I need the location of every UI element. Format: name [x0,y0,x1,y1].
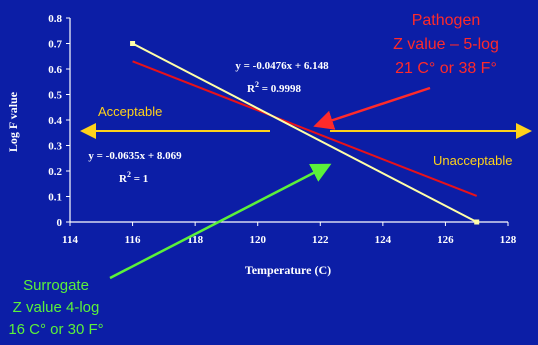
equation-2-sup: 2 [127,170,131,179]
equation-1-line1: y = -0.0476x + 6.148 [235,60,329,72]
acceptable-label: Acceptable [98,104,162,119]
surrogate-line-2: Z value 4-log [13,299,100,316]
y-tick-label: 0.1 [48,192,62,204]
y-tick-label: 0.5 [48,90,62,102]
equation-1-sup: 2 [255,80,259,89]
series-lines [130,41,480,225]
series-point [474,219,480,225]
x-tick-label: 116 [125,234,141,246]
pathogen-line-3: 21 C° or 38 F° [395,60,497,77]
equation-2-line1: y = -0.0635x + 8.069 [88,150,182,162]
pathogen-line-1: Pathogen [412,12,481,29]
y-tick-label: 0.6 [48,64,62,76]
unacceptable-label: Unacceptable [433,153,513,168]
equation-2-rest: = 1 [131,173,148,185]
y-tick-label: 0.7 [48,39,62,51]
pathogen-line-2: Z value – 5-log [393,36,499,53]
y-tick-label: 0.3 [48,141,62,153]
x-tick-label: 128 [500,234,517,246]
equation-1-rest: = 0.9998 [259,83,302,95]
pathogen-arrow [313,86,431,130]
x-tick-label: 124 [375,234,392,246]
x-tick-label: 122 [312,234,329,246]
y-tick-label: 0.4 [48,115,62,127]
x-tick-label: 114 [62,234,78,246]
x-axis-title: Temperature (C) [245,263,331,277]
y-tick-label: 0.8 [48,13,62,25]
axes [66,17,509,226]
x-tick-label: 126 [437,234,454,246]
series-line-2 [132,42,478,223]
y-axis-title: Log F value [6,91,20,152]
series-point [130,41,136,46]
equation-2-r: R [119,173,128,185]
equation-1-line2: R2 = 0.9998 [247,80,301,95]
series-line-1 [132,60,478,197]
surrogate-line-3: 16 C° or 30 F° [8,321,103,338]
y-tick-label: 0 [57,217,63,229]
y-tick-label: 0.2 [48,166,62,178]
equation-2-line2: R2 = 1 [119,170,148,185]
x-tick-label: 120 [249,234,266,246]
surrogate-arrow [109,163,332,280]
equation-1-r: R [247,83,256,95]
surrogate-line-1: Surrogate [23,277,89,294]
